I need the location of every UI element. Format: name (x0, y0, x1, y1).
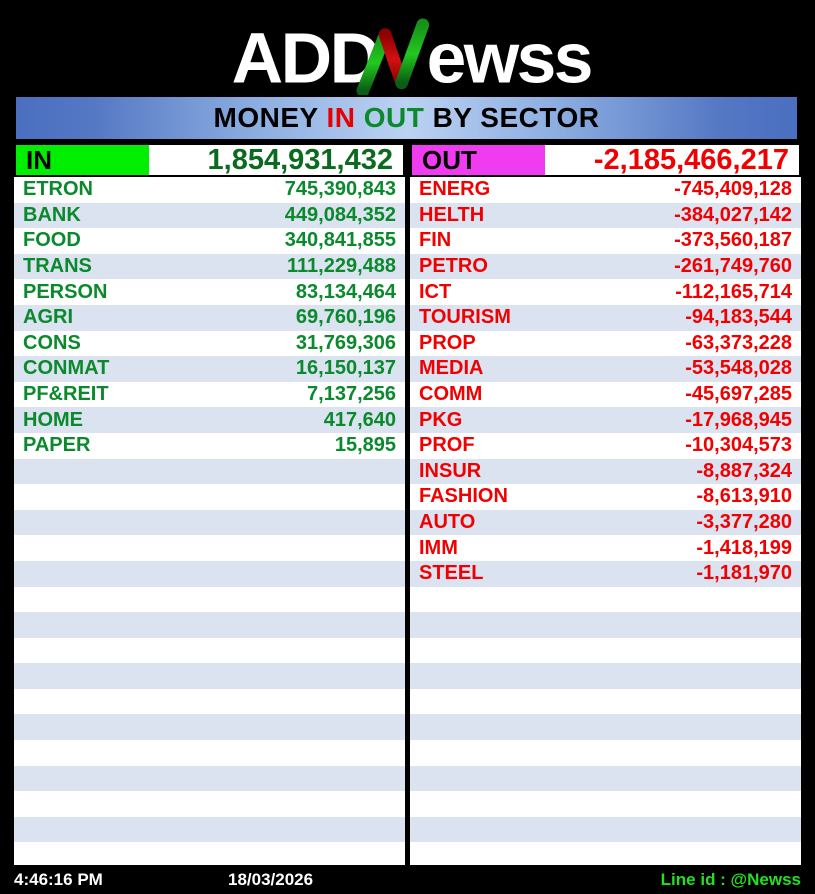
svg-text:ewss: ewss (427, 18, 591, 98)
svg-text:ADD: ADD (232, 18, 379, 98)
